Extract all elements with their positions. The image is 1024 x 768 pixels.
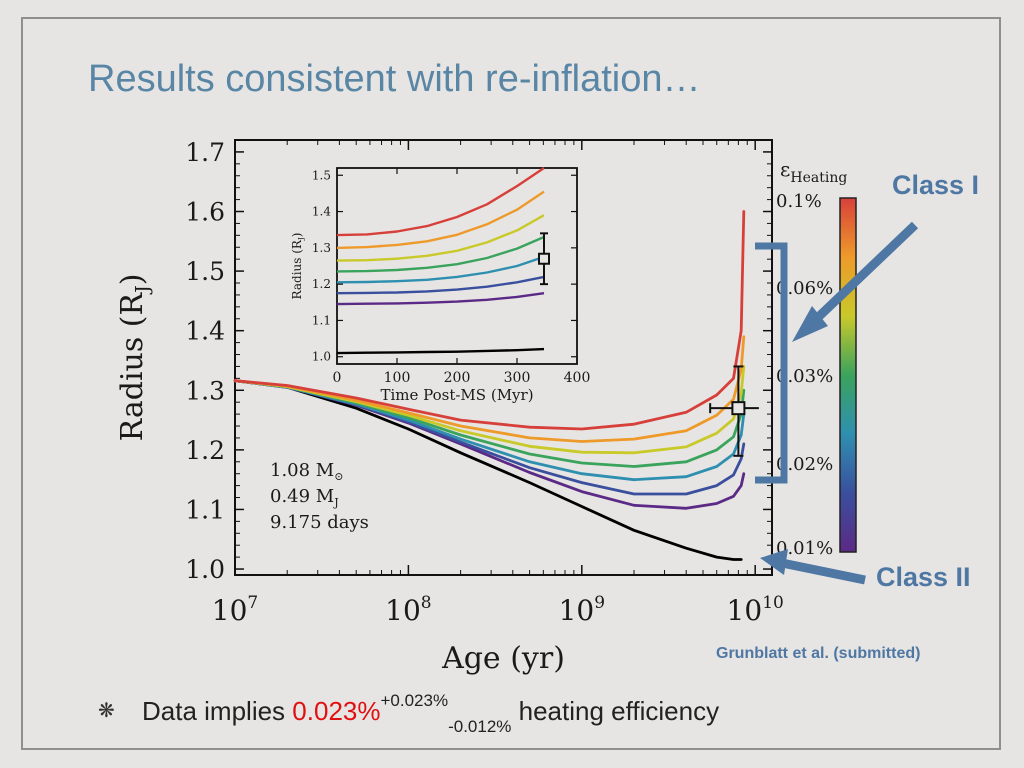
colorbar-label: εHeating xyxy=(780,157,847,186)
main-data-point xyxy=(731,401,746,416)
class-i-arrow-shaft xyxy=(806,221,919,329)
inset-series-line xyxy=(336,255,545,284)
inset-y-tick-label: 1.5 xyxy=(312,168,331,182)
inset-series-line xyxy=(336,275,545,295)
x-tick-label: 108 xyxy=(385,593,431,627)
y-axis-label: Radius (RJ) xyxy=(115,274,154,442)
bullet-suffix: heating efficiency xyxy=(518,696,720,726)
inset-series-line xyxy=(336,167,545,237)
colorbar-tick-label: 0.06% xyxy=(776,278,833,299)
colorbar-tick-label: 0.1% xyxy=(776,191,822,212)
radius-age-figure: 1.0 1.1 1.2 1.3 1.4 1.5 1.6 1.7 107 108 109 1010 Age… xyxy=(115,138,919,676)
class-i-callout: Class I xyxy=(892,170,980,200)
x-tick-label: 1010 xyxy=(727,593,784,627)
parameter-annotation: 0.49 MJ xyxy=(270,486,339,509)
y-tick-label: 1.2 xyxy=(185,436,225,465)
y-tick-label: 1.1 xyxy=(185,495,225,524)
slide-title: Results consistent with re-inflation… xyxy=(88,58,701,100)
inset-x-tick-label: 400 xyxy=(564,370,591,386)
y-tick-label: 1.7 xyxy=(185,138,225,167)
inset-y-tick-label: 1.4 xyxy=(312,205,331,219)
colorbar-tick-label: 0.01% xyxy=(776,538,833,559)
inset-plot-frame xyxy=(336,167,578,365)
inset-series-line xyxy=(336,235,545,273)
y-tick-label: 1.5 xyxy=(185,257,225,286)
inset-x-tick-label: 100 xyxy=(384,370,411,386)
class-ii-arrow-head xyxy=(760,549,788,575)
y-tick-label: 1.6 xyxy=(185,198,225,227)
inset-x-tick-label: 300 xyxy=(504,370,531,386)
inset-x-axis-label: Time Post-MS (Myr) xyxy=(380,386,533,404)
parameter-annotation: 1.08 M⊙ xyxy=(270,460,343,483)
y-tick-label: 1.0 xyxy=(185,555,225,584)
x-axis-label: Age (yr) xyxy=(441,641,565,676)
class-ii-callout: Class II xyxy=(876,562,971,592)
bullet-lower-error: -0.012% xyxy=(448,717,512,736)
citation: Grunblatt et al. (submitted) xyxy=(716,645,921,662)
colorbar xyxy=(839,197,857,553)
inset-y-tick-label: 1.2 xyxy=(312,277,331,291)
main-plot-frame xyxy=(234,139,773,576)
parameter-annotation: 9.175 days xyxy=(270,512,369,533)
inset-series-line xyxy=(336,292,545,306)
main-series-line xyxy=(233,379,743,561)
main-series-line xyxy=(233,335,746,443)
bullet-text: Data implies 0.023%+0.023% -0.012% heatin… xyxy=(142,691,720,736)
y-tick-label: 1.3 xyxy=(185,376,225,405)
bullet-upper-error: +0.023% xyxy=(380,691,449,710)
main-series-line xyxy=(233,364,746,455)
inset-series-line xyxy=(336,214,545,262)
inset-x-tick-label: 200 xyxy=(444,370,471,386)
inset-series-line xyxy=(336,347,545,355)
colorbar-tick-label: 0.02% xyxy=(776,454,833,475)
x-tick-label: 109 xyxy=(559,593,605,627)
inset-data-point xyxy=(538,252,550,265)
inset-y-axis-label: Radius (RJ) xyxy=(290,233,306,300)
slide-frame xyxy=(21,17,1001,750)
inset-y-tick-label: 1.0 xyxy=(312,350,331,364)
bullet-prefix: Data implies xyxy=(142,696,286,726)
inset-y-tick-label: 1.1 xyxy=(312,313,331,327)
x-tick-label: 107 xyxy=(212,593,258,627)
main-series-line xyxy=(233,210,746,431)
inset-x-tick-label: 0 xyxy=(333,370,342,386)
bullet-value: 0.023% xyxy=(292,696,381,726)
inset-series-line xyxy=(336,190,545,250)
class-ii-arrow-shaft xyxy=(781,558,866,585)
class-i-arrow-head xyxy=(792,306,828,342)
colorbar-tick-label: 0.03% xyxy=(776,366,833,387)
asterisk-bullet-icon: ❋ xyxy=(98,700,115,722)
y-tick-label: 1.4 xyxy=(185,317,225,346)
inset-y-tick-label: 1.3 xyxy=(312,241,331,255)
class-i-bracket xyxy=(755,242,788,484)
